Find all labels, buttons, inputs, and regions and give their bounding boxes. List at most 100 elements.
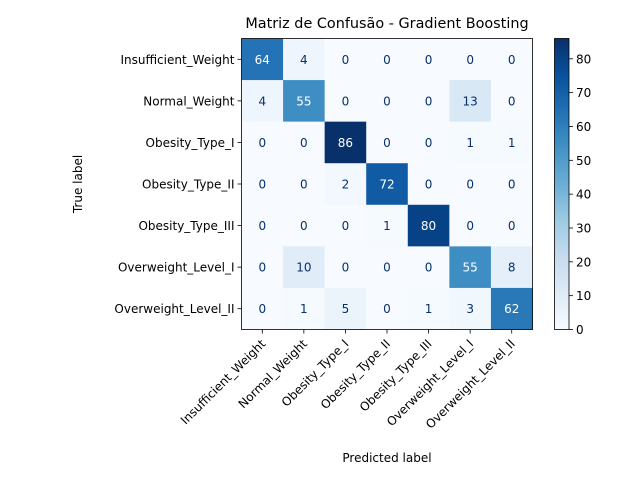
heatmap-cell: [241, 163, 284, 206]
cell-value: 0: [508, 178, 516, 192]
colorbar-tick-label: 40: [576, 188, 591, 202]
heatmap-cell: [407, 121, 450, 164]
cell-value: 4: [300, 53, 308, 67]
y-tick-label: Overweight_Level_I: [118, 261, 235, 275]
heatmap-cell: [490, 204, 533, 247]
heatmap-cell: [241, 204, 284, 247]
heatmap-cell: [366, 80, 409, 122]
cell-value: 0: [425, 53, 433, 67]
heatmap-cell: [366, 204, 409, 247]
cell-value: 0: [383, 94, 391, 108]
cell-value: 0: [258, 261, 266, 275]
cell-value: 0: [258, 136, 266, 150]
heatmap-cell: [324, 121, 367, 164]
heatmap-cell: [490, 121, 533, 164]
cell-value: 0: [425, 178, 433, 192]
cell-value: 3: [466, 302, 474, 316]
heatmap-cell: [490, 80, 533, 122]
cell-value: 0: [258, 302, 266, 316]
heatmap-cells: [241, 38, 533, 330]
heatmap-cell: [407, 246, 450, 289]
cell-value: 4: [258, 94, 266, 108]
heatmap-cell: [283, 287, 325, 330]
colorbar-tick-label: 0: [576, 323, 584, 337]
cell-value: 0: [342, 261, 350, 275]
heatmap-cell: [283, 204, 325, 247]
heatmap-cell: [366, 38, 409, 81]
cell-value: 0: [508, 94, 516, 108]
heatmap-cell: [449, 287, 492, 330]
y-axis-label: True label: [71, 155, 85, 214]
heatmap-cell: [283, 38, 325, 81]
cell-value: 0: [300, 136, 308, 150]
heatmap-cell: [366, 121, 409, 164]
y-tick-label: Normal_Weight: [143, 94, 235, 108]
cell-value: 0: [258, 219, 266, 233]
cell-value: 55: [463, 261, 478, 275]
heatmap-cell: [490, 38, 533, 81]
cell-value: 1: [383, 219, 391, 233]
colorbar: 0 10 20 30 40 50 60 70 80: [554, 38, 591, 337]
cell-value: 62: [504, 302, 519, 316]
heatmap-values: 64 4 0 0 0 0 04 55 0 0 0 13 00 0 86 0 0 1 10 0 2 72 0 0 00 0 0 1 80 0…: [255, 53, 520, 316]
heatmap-cell: [490, 287, 533, 330]
cell-value: 0: [508, 219, 516, 233]
heatmap-cell: [324, 163, 367, 206]
cell-value: 80: [421, 219, 436, 233]
heatmap-cell: [283, 246, 325, 289]
colorbar-tick-label: 10: [576, 289, 591, 303]
heatmap-cell: [366, 246, 409, 289]
cell-value: 0: [342, 94, 350, 108]
heatmap-cell: [241, 287, 284, 330]
heatmap-cell: [407, 80, 450, 122]
y-tick-label: Obesity_Type_III: [138, 219, 234, 233]
cell-value: 0: [300, 219, 308, 233]
cell-value: 0: [466, 178, 474, 192]
cell-value: 0: [425, 261, 433, 275]
heatmap-cell: [449, 163, 492, 206]
y-tick-labels: Insufficient_Weight Normal_Weight Obesity_…: [114, 53, 242, 316]
x-tick-label: Obesity_Type_III: [357, 337, 435, 415]
colorbar-tick-label: 30: [576, 221, 591, 235]
cell-value: 0: [258, 178, 266, 192]
heatmap-cell: [241, 38, 284, 81]
y-tick-label: Obesity_Type_II: [142, 178, 234, 192]
cell-value: 0: [383, 302, 391, 316]
cell-value: 2: [342, 178, 350, 192]
colorbar-tick-label: 20: [576, 255, 591, 269]
heatmap-cell: [241, 121, 284, 164]
heatmap-cell: [324, 287, 367, 330]
colorbar-ticks: 0 10 20 30 40 50 60 70 80: [569, 52, 591, 337]
colorbar-tick-label: 60: [576, 120, 591, 134]
heatmap-cell: [324, 80, 367, 122]
heatmap-cell: [283, 80, 325, 122]
cell-value: 72: [379, 178, 394, 192]
cell-value: 1: [508, 136, 516, 150]
cell-value: 0: [383, 261, 391, 275]
colorbar-tick-label: 70: [576, 86, 591, 100]
heatmap-cell: [407, 287, 450, 330]
y-tick-label: Insufficient_Weight: [120, 53, 234, 67]
heatmap-cell: [407, 38, 450, 81]
cell-value: 10: [296, 261, 311, 275]
cell-value: 0: [383, 53, 391, 67]
heatmap-cell: [283, 163, 325, 206]
heatmap-cell: [407, 204, 450, 247]
cell-value: 86: [338, 136, 353, 150]
heatmap-cell: [283, 121, 325, 164]
heatmap-cell: [449, 121, 492, 164]
cell-value: 0: [383, 136, 391, 150]
colorbar-gradient: [554, 38, 570, 330]
cell-value: 1: [300, 302, 308, 316]
heatmap-cell: [490, 246, 533, 289]
heatmap-cell: [490, 163, 533, 206]
cell-value: 0: [425, 94, 433, 108]
cell-value: 0: [425, 136, 433, 150]
heatmap-cell: [449, 80, 492, 122]
cell-value: 0: [466, 53, 474, 67]
heatmap-cell: [324, 38, 367, 81]
heatmap-cell: [449, 38, 492, 81]
cell-value: 1: [425, 302, 433, 316]
colorbar-tick-label: 50: [576, 154, 591, 168]
